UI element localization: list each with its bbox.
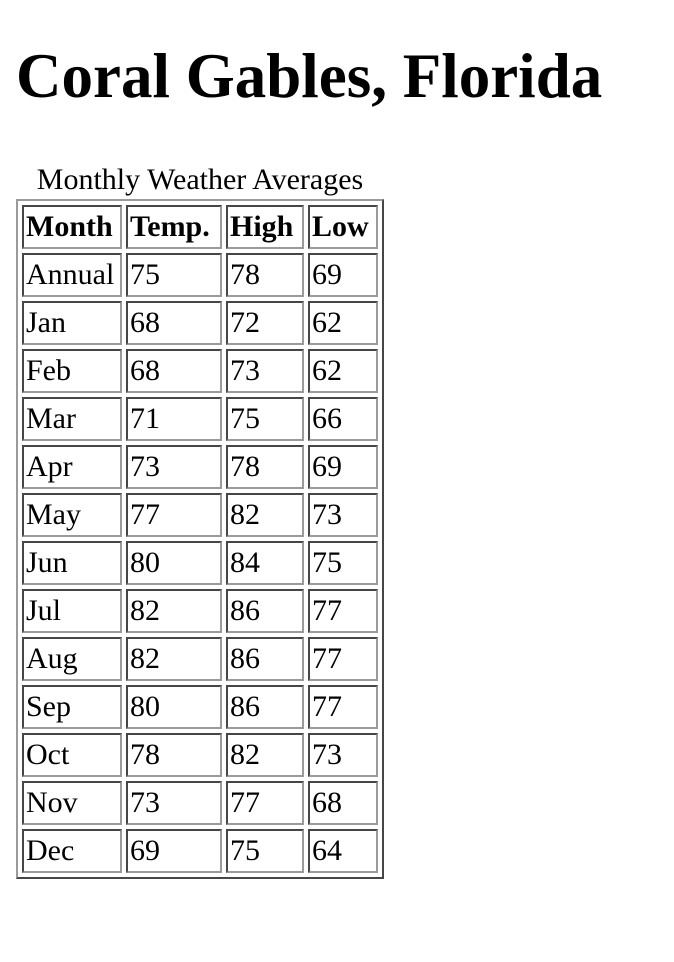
cell-temp: 75 [126,253,222,297]
table-row: Jan 68 72 62 [22,301,378,345]
cell-temp: 82 [126,637,222,681]
cell-low: 62 [308,349,378,393]
cell-temp: 80 [126,685,222,729]
cell-high: 84 [226,541,304,585]
cell-high: 86 [226,589,304,633]
table-row: Nov 73 77 68 [22,781,378,825]
cell-month: Annual [22,253,122,297]
cell-low: 75 [308,541,378,585]
table-header: Month Temp. High Low [22,205,378,249]
cell-month: Dec [22,829,122,873]
cell-temp: 82 [126,589,222,633]
cell-temp: 73 [126,445,222,489]
table-row: Apr 73 78 69 [22,445,378,489]
header-cell-temp: Temp. [126,205,222,249]
cell-month: Nov [22,781,122,825]
table-row: Jul 82 86 77 [22,589,378,633]
table-row: Oct 78 82 73 [22,733,378,777]
table-row: May 77 82 73 [22,493,378,537]
cell-high: 86 [226,637,304,681]
cell-high: 75 [226,829,304,873]
table-row: Annual 75 78 69 [22,253,378,297]
cell-month: Sep [22,685,122,729]
cell-low: 64 [308,829,378,873]
cell-month: Oct [22,733,122,777]
cell-month: Jul [22,589,122,633]
cell-temp: 71 [126,397,222,441]
table-row: Jun 80 84 75 [22,541,378,585]
cell-high: 86 [226,685,304,729]
table-row: Feb 68 73 62 [22,349,378,393]
table-row: Aug 82 86 77 [22,637,378,681]
cell-temp: 77 [126,493,222,537]
cell-high: 82 [226,493,304,537]
header-cell-low: Low [308,205,378,249]
cell-month: Jan [22,301,122,345]
cell-low: 69 [308,445,378,489]
cell-temp: 73 [126,781,222,825]
cell-high: 77 [226,781,304,825]
cell-month: Feb [22,349,122,393]
table-row: Dec 69 75 64 [22,829,378,873]
cell-low: 69 [308,253,378,297]
header-cell-high: High [226,205,304,249]
weather-table-container: Monthly Weather Averages Month Temp. Hig… [16,161,384,879]
cell-month: Mar [22,397,122,441]
cell-month: Apr [22,445,122,489]
page-title: Coral Gables, Florida [16,41,603,111]
cell-low: 73 [308,733,378,777]
cell-temp: 69 [126,829,222,873]
header-cell-month: Month [22,205,122,249]
table-row: Sep 80 86 77 [22,685,378,729]
cell-low: 66 [308,397,378,441]
cell-low: 77 [308,589,378,633]
cell-temp: 68 [126,301,222,345]
cell-low: 77 [308,637,378,681]
cell-low: 77 [308,685,378,729]
cell-high: 75 [226,397,304,441]
cell-temp: 78 [126,733,222,777]
table-row: Mar 71 75 66 [22,397,378,441]
cell-temp: 80 [126,541,222,585]
cell-temp: 68 [126,349,222,393]
cell-low: 73 [308,493,378,537]
cell-month: May [22,493,122,537]
cell-high: 78 [226,445,304,489]
cell-low: 68 [308,781,378,825]
table-body: Annual 75 78 69 Jan 68 72 62 Feb 68 73 6… [22,253,378,873]
cell-high: 82 [226,733,304,777]
table-caption: Monthly Weather Averages [36,163,364,196]
cell-high: 72 [226,301,304,345]
cell-high: 73 [226,349,304,393]
cell-month: Jun [22,541,122,585]
weather-table: Monthly Weather Averages Month Temp. Hig… [16,161,384,879]
cell-low: 62 [308,301,378,345]
header-row: Month Temp. High Low [22,205,378,249]
cell-month: Aug [22,637,122,681]
cell-high: 78 [226,253,304,297]
